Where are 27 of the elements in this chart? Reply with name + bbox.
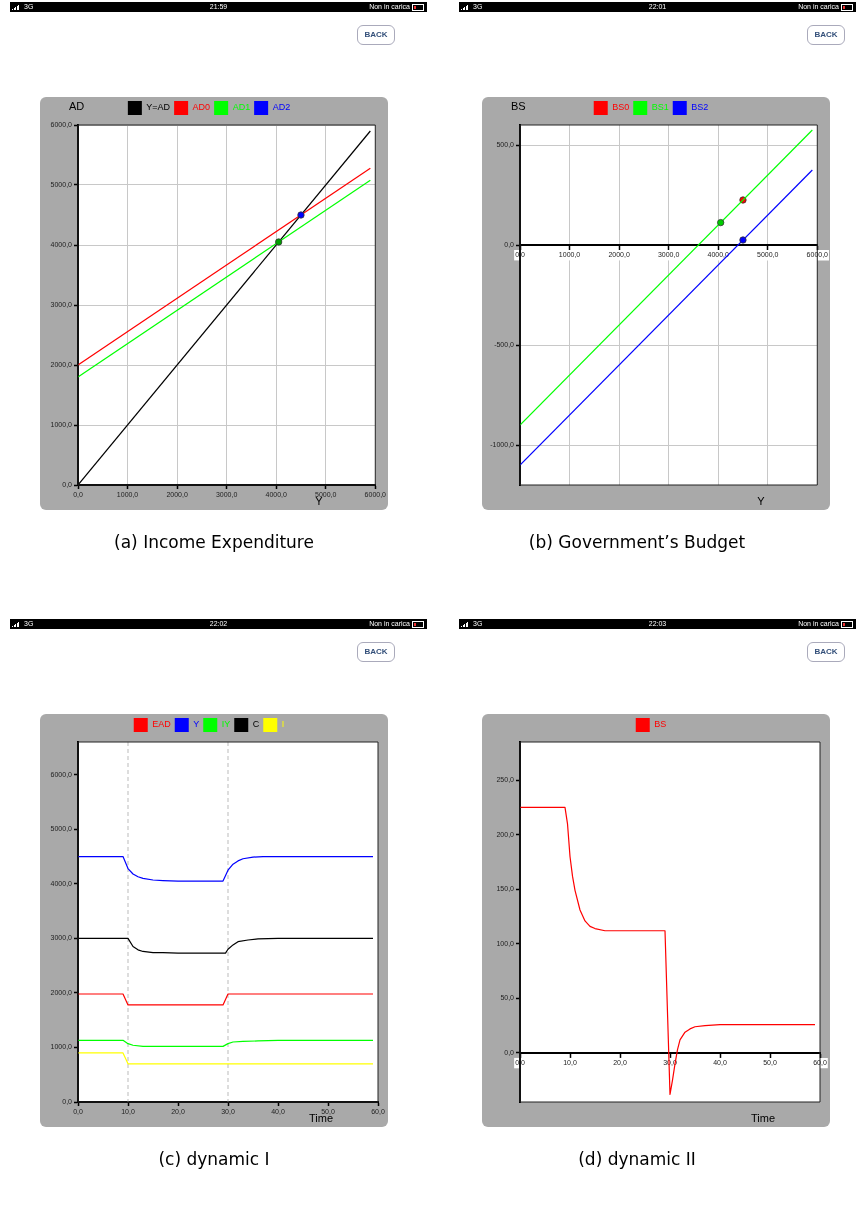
back-button: BACK [357,642,395,662]
point [739,236,747,244]
back-button: BACK [807,25,845,45]
y-axis-title: BS [511,100,526,113]
legend-label: AD0 [192,102,211,113]
legend-label: BS [654,719,667,730]
text: (b) Government’s Budget [527,532,747,552]
legend-label: C [252,719,260,730]
legend-label: AD1 [232,102,251,113]
legend-label: I [281,719,285,730]
back-button: BACK [807,642,845,662]
back-button: BACK [357,25,395,45]
point [717,219,725,227]
legend-label: AD2 [272,102,291,113]
text: (a) Income Expenditure [113,532,315,552]
legend-label: BS1 [651,102,669,113]
legend-label: Y=AD [146,102,171,113]
x-axis-title: Y [757,495,766,508]
text: (d) dynamic II [577,1149,697,1169]
legend-label: IY [221,719,231,730]
legend-label: EAD [152,719,172,730]
legend-label: Y [193,719,200,730]
legend-label: BS2 [691,102,709,113]
text: (c) dynamic I [157,1149,271,1169]
x-axis-title: Time [750,1112,776,1125]
y-axis-title: AD [69,100,85,113]
legend-label: BS0 [612,102,630,113]
